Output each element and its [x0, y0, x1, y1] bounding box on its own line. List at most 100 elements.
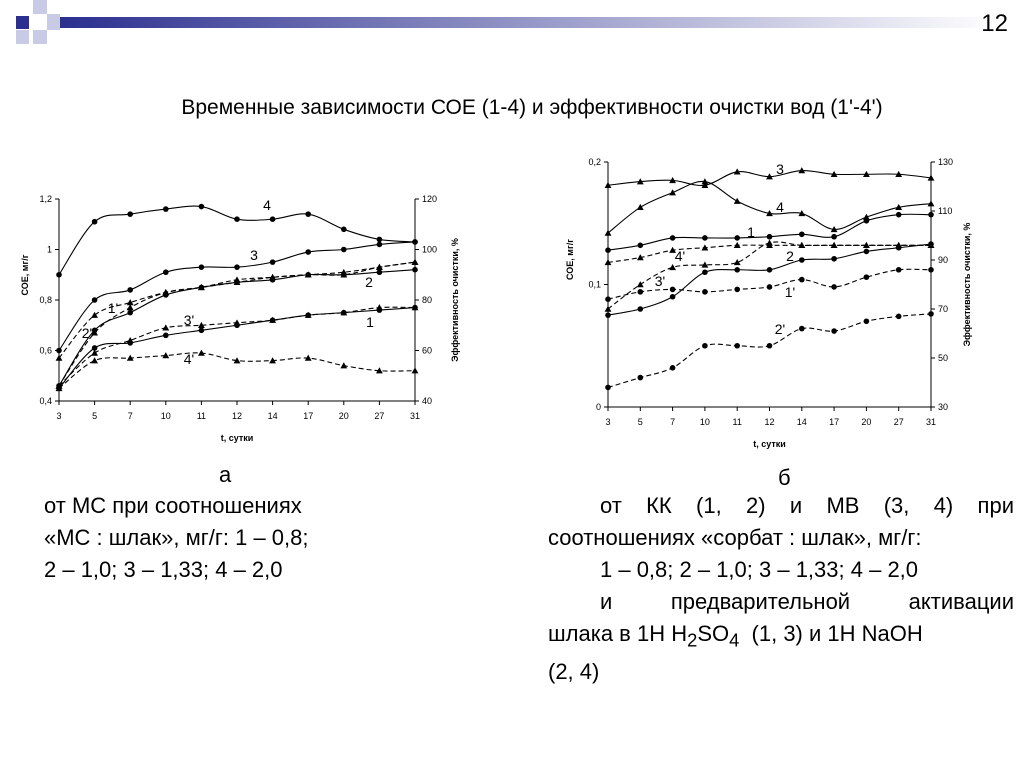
data-point: [669, 246, 676, 253]
data-point: [733, 241, 741, 249]
data-point: [928, 311, 934, 317]
y-tick-label-left: 0,2: [588, 157, 601, 167]
deco-square-light: [33, 30, 47, 44]
data-point: [340, 268, 348, 275]
data-point: [636, 254, 644, 261]
slide-title: Временные зависимости СОЕ (1-4) и эффект…: [181, 96, 883, 119]
x-tick-label: 11: [733, 417, 742, 427]
chart-a: 0,4 0,6 0,8 1 1,2 40 60 80 100 120 3 5 7 10 11 12 14 17 20…: [0, 180, 490, 450]
data-point: [702, 342, 708, 349]
data-point: [127, 287, 133, 293]
data-point: [233, 319, 241, 326]
deco-square-light: [16, 30, 29, 44]
data-point: [198, 203, 205, 210]
data-point: [340, 309, 348, 316]
data-point: [55, 354, 63, 361]
data-point: [669, 263, 676, 271]
y-tick-label-left: 0,6: [39, 346, 52, 356]
x-tick-label: 5: [638, 417, 643, 427]
y-tick-label-right: 30: [938, 402, 948, 412]
series-label: 2: [786, 248, 794, 264]
y-tick-label-left: 1,2: [39, 194, 52, 204]
data-point: [305, 211, 312, 217]
data-point: [895, 170, 903, 177]
data-point: [734, 342, 740, 349]
data-point: [733, 168, 741, 175]
data-point: [233, 357, 241, 364]
caption-b-line: 1 – 0,8; 2 – 1,0; 3 – 1,33; 4 – 2,0: [600, 557, 919, 582]
y-tick-label-right: 60: [422, 346, 432, 356]
data-point: [412, 266, 418, 273]
caption-b-text: SO: [697, 621, 730, 646]
data-point: [304, 311, 312, 318]
data-point: [604, 181, 612, 188]
panel-b-label: б: [778, 465, 791, 490]
page-number: 12: [981, 10, 1008, 37]
data-point: [269, 216, 276, 222]
data-point: [411, 304, 419, 311]
chart-b: 0 0,1 0,2 30 50 70 90 110 130 3 5 7 10 11 12 14 17 20 27 31…: [555, 150, 995, 470]
x-tick-label: 14: [268, 411, 278, 421]
y-tick-label-right: 50: [938, 353, 948, 363]
x-tick-label: 20: [861, 417, 871, 427]
data-point: [376, 241, 383, 248]
series-label: 4: [263, 197, 271, 213]
data-point: [798, 210, 806, 217]
x-tick-label: 14: [797, 417, 807, 427]
caption-a-line: «МС : шлак», мг/г: 1 – 0,8;: [44, 525, 309, 550]
caption-b-line: (2, 4): [548, 659, 600, 685]
x-tick-label: 7: [670, 417, 675, 427]
data-point: [604, 305, 612, 312]
data-point: [305, 249, 312, 255]
data-point: [55, 384, 63, 392]
panel-a-label: а: [219, 462, 232, 487]
data-point: [412, 239, 418, 245]
series-line: [607, 313, 932, 388]
subscript: 2: [687, 629, 698, 651]
data-point: [127, 309, 133, 316]
data-point: [798, 167, 806, 174]
data-point: [927, 174, 935, 181]
data-point: [91, 218, 98, 225]
data-point: [341, 246, 347, 253]
data-point: [927, 241, 935, 249]
data-point: [376, 367, 383, 374]
data-point: [702, 269, 708, 276]
y-tick-label-left: 0,4: [39, 396, 52, 406]
data-point: [701, 261, 709, 268]
data-point: [766, 284, 773, 290]
data-point: [198, 349, 205, 356]
data-point: [799, 276, 805, 283]
y-tick-label-right: 80: [422, 295, 432, 305]
data-point: [198, 283, 205, 291]
x-tick-label: 10: [700, 417, 710, 427]
data-point: [895, 211, 902, 218]
data-point: [799, 325, 805, 332]
data-point: [798, 241, 806, 249]
y-tick-label-right: 100: [422, 245, 437, 255]
caption-b-line: от КК (1, 2) и МВ (3, 4) при: [600, 493, 1014, 518]
data-point: [863, 218, 870, 224]
data-point: [766, 173, 773, 180]
data-point: [163, 332, 169, 339]
data-point: [669, 293, 676, 300]
data-point: [830, 225, 838, 233]
x-tick-label: 27: [374, 411, 384, 421]
data-point: [376, 236, 383, 243]
data-point: [928, 267, 934, 273]
y-tick-label-left: 0: [596, 402, 601, 412]
series-label: 3': [184, 312, 194, 328]
series-label: 2: [365, 274, 373, 290]
data-point: [56, 271, 62, 278]
data-point: [637, 374, 644, 381]
data-point: [928, 211, 934, 218]
data-point: [304, 271, 312, 278]
data-point: [198, 321, 205, 328]
data-point: [669, 189, 676, 196]
data-point: [126, 304, 134, 311]
series-line: [607, 180, 932, 234]
data-point: [799, 257, 805, 263]
series-label: 3: [776, 161, 784, 177]
data-point: [830, 170, 838, 177]
data-point: [863, 241, 870, 249]
